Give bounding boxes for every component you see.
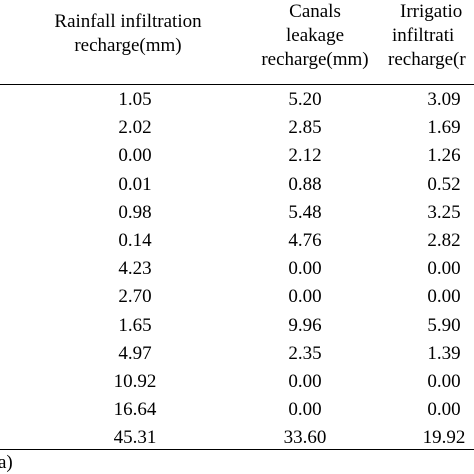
header-line: recharge(mm) [261,49,369,70]
total-row-label: a) [0,452,13,473]
table-cell: 2.70 [118,286,152,307]
table-cell: 1.69 [427,117,461,138]
table-cell: 1.26 [427,145,461,166]
table-cell: 45.31 [113,427,157,448]
column-header-rainfall: Rainfall infiltration recharge(mm) [28,10,228,58]
header-rule [0,84,474,85]
table-cell: 9.96 [288,315,322,336]
header-line: Rainfall infiltration [54,11,202,32]
table-cell: 4.23 [118,258,152,279]
table-cell: 0.00 [288,399,322,420]
table-cell: 0.88 [288,174,322,195]
header-line: infiltrati [392,25,455,46]
table-cell: 2.02 [118,117,152,138]
table-cell: 0.00 [427,258,461,279]
table-cell: 2.85 [288,117,322,138]
column-header-irrigation: Irrigatio infiltrati recharge(r [388,0,474,72]
table-cell: 16.64 [113,399,157,420]
table-cell: 0.00 [118,145,152,166]
table-cell: 0.01 [118,174,152,195]
header-line: Canals [289,1,341,22]
header-line: recharge(r [388,49,466,70]
table-cell: 0.00 [427,371,461,392]
total-rule [0,449,474,450]
table-cell: 0.00 [288,371,322,392]
table-cell: 1.65 [118,315,152,336]
table-cell: 3.25 [427,202,461,223]
table-cell: 33.60 [283,427,327,448]
table-cell: 5.90 [427,315,461,336]
table-cell: 0.00 [288,258,322,279]
table-cell: 5.20 [288,89,322,110]
table-cell: 2.35 [288,343,322,364]
table-cell: 0.00 [427,286,461,307]
table-cell: 3.09 [427,89,461,110]
table-cell: 0.00 [427,399,461,420]
table-cell: 0.52 [427,174,461,195]
table-cell: 1.05 [118,89,152,110]
header-line: recharge(mm) [74,35,182,56]
table-cell: 19.92 [422,427,466,448]
table-cell: 4.76 [288,230,322,251]
table-cell: 5.48 [288,202,322,223]
table-cell: 10.92 [113,371,157,392]
table-cell: 0.14 [118,230,152,251]
column-header-canals: Canals leakage recharge(mm) [250,0,380,72]
header-line: leakage [285,25,344,46]
table-cell: 1.39 [427,343,461,364]
table-cell: 0.00 [288,286,322,307]
header-line: Irrigatio [400,1,463,22]
table-cell: 2.82 [427,230,461,251]
table-cell: 4.97 [118,343,152,364]
table-cell: 0.98 [118,202,152,223]
table-cell: 2.12 [288,145,322,166]
